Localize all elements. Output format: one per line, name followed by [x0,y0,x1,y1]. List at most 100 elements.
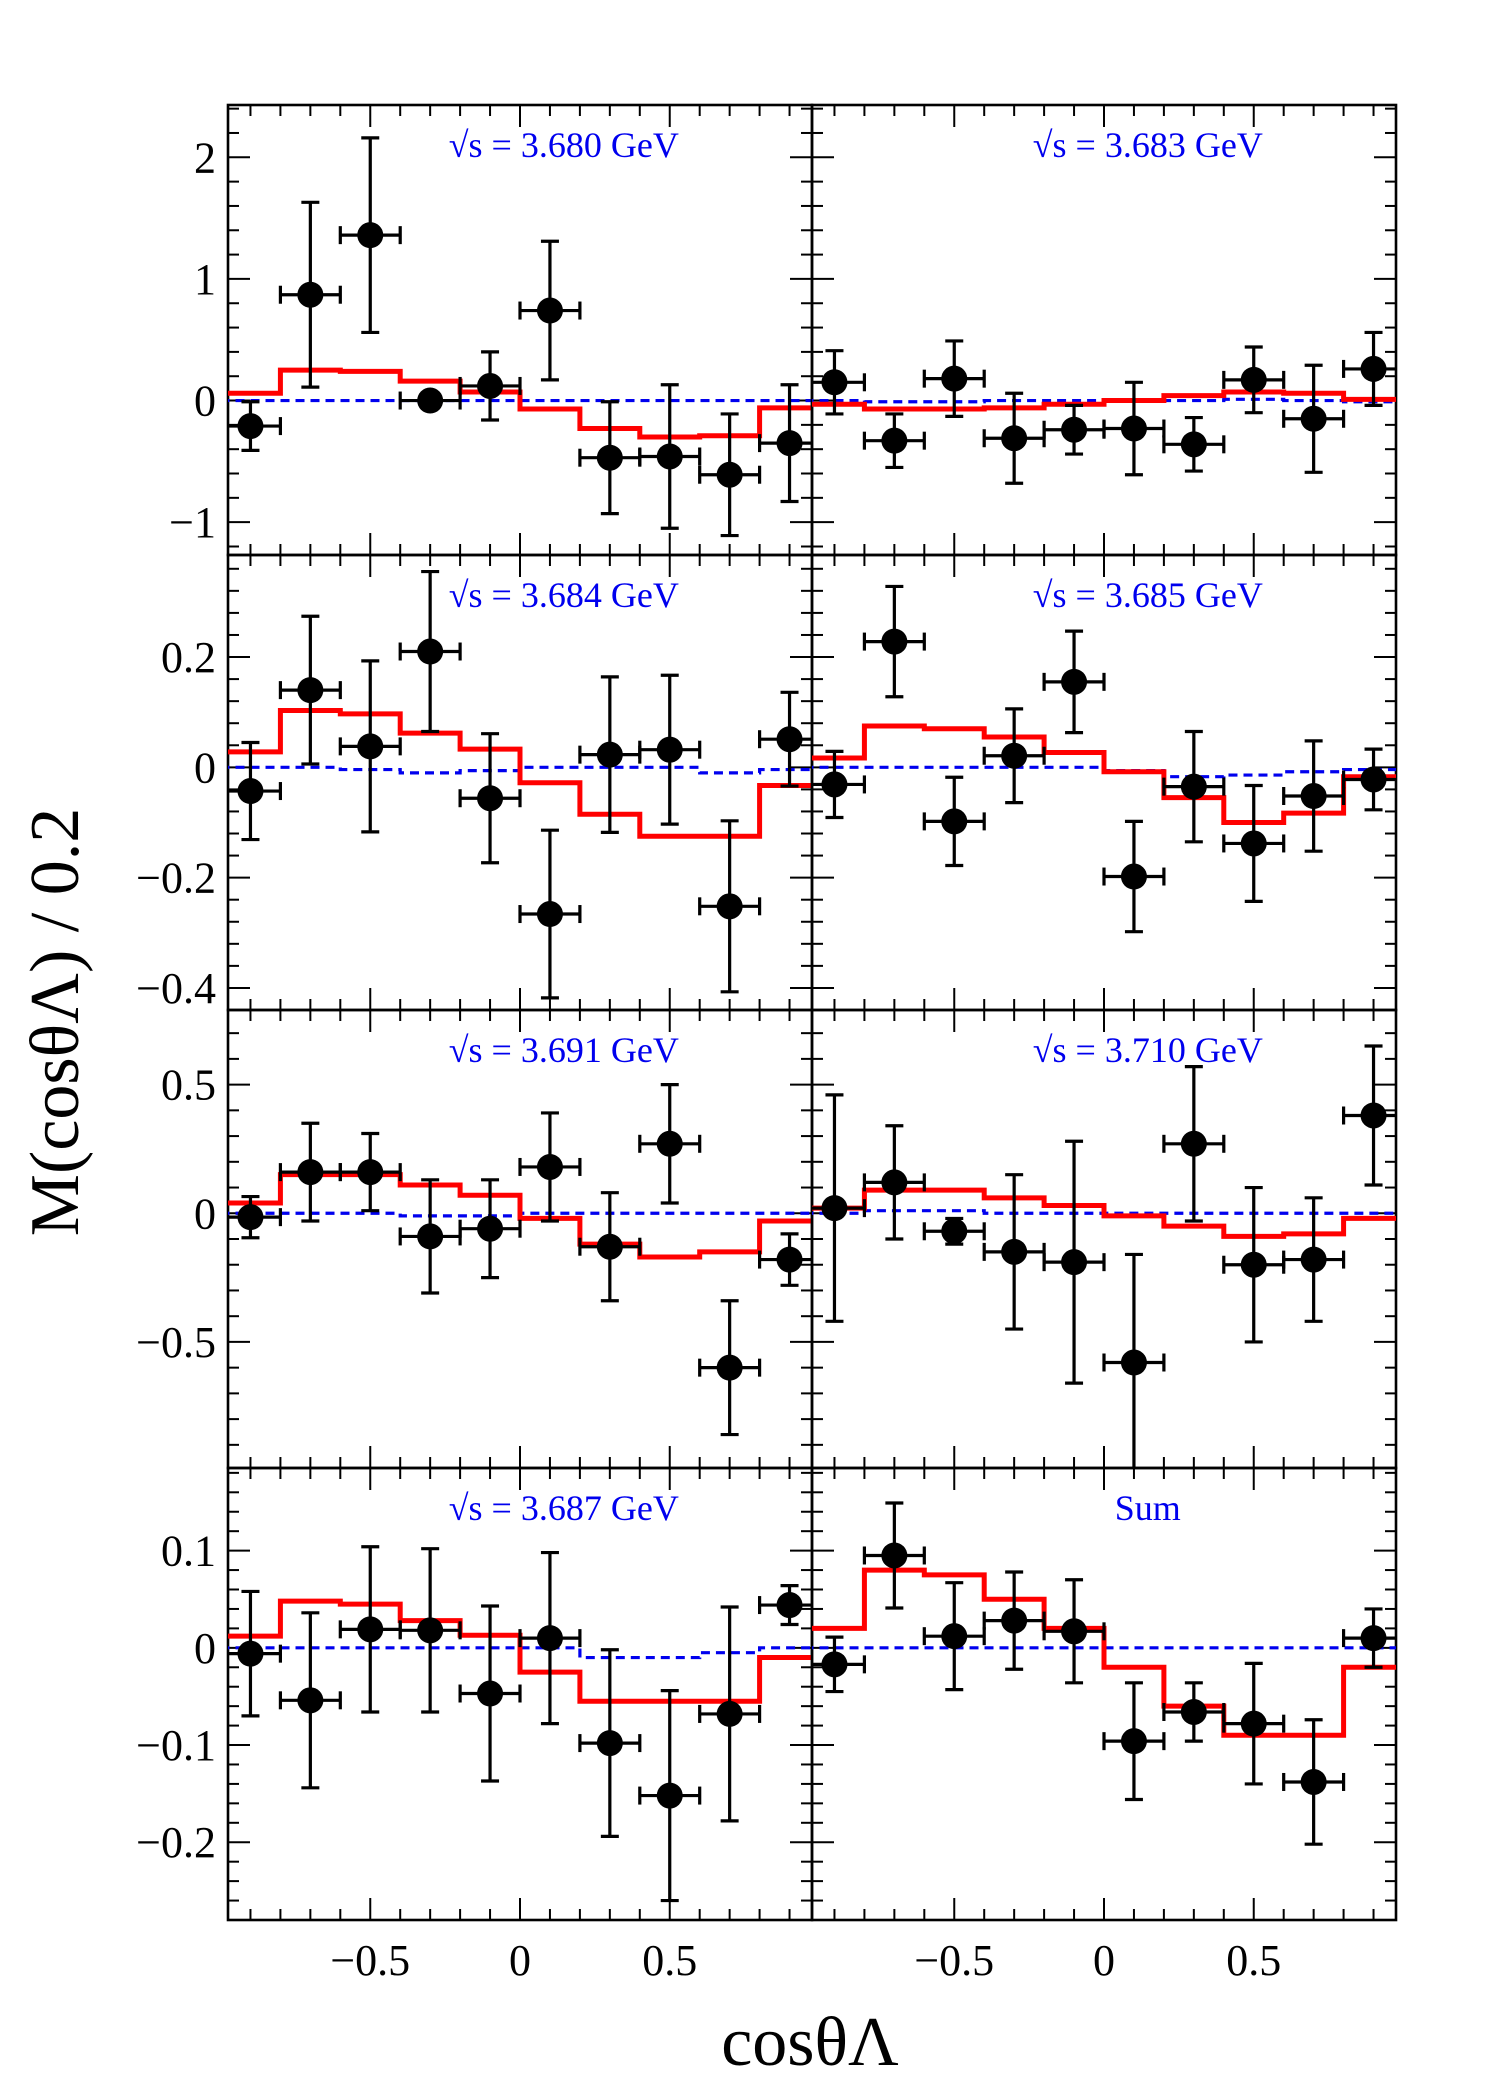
data-point [982,1173,1046,1331]
data-point [1042,1578,1106,1685]
data-marker [881,628,908,655]
data-marker [1180,773,1207,800]
data-marker [1061,668,1088,695]
data-marker [941,1218,968,1245]
data-point [1222,345,1286,415]
data-point [458,350,522,422]
y-axis-title: M(cosθΛ) / 0.2 [17,808,94,1236]
data-marker [1240,366,1267,393]
data-marker [477,1680,504,1707]
data-marker [1061,1618,1088,1645]
x-tick-label: 0.5 [1226,1936,1281,1985]
panel-4: √s = 3.685 GeV [810,553,1398,1012]
y-tick-label: 2 [194,133,216,182]
data-point [862,1501,926,1610]
panel-frame [810,553,1398,1012]
data-point [922,339,986,418]
panel-title: √s = 3.691 GeV [449,1030,679,1070]
panel-content [228,136,812,538]
data-marker [1300,783,1327,810]
x-tick-label: −0.5 [914,1936,994,1985]
panel-6: √s = 3.710 GeV [810,1008,1398,1470]
data-marker [776,1246,803,1273]
data-point [1102,1681,1166,1802]
data-point [1042,1139,1106,1385]
data-marker [1240,1710,1267,1737]
data-point [638,383,702,530]
y-tick-label: 0 [194,1189,216,1238]
data-point [757,383,812,504]
data-point [398,387,462,414]
data-point [1102,819,1166,934]
y-tick-label: −0.5 [136,1318,216,1367]
data-marker [1300,405,1327,432]
data-point [812,1093,867,1323]
data-marker [417,1617,444,1644]
data-marker [1360,766,1387,793]
data-point [1282,739,1346,853]
y-tick-label: −0.1 [136,1721,216,1770]
data-point [757,690,812,788]
data-point [578,400,642,516]
data-marker [656,1130,683,1157]
data-point [1282,1196,1346,1323]
data-marker [821,1195,848,1222]
fit-curve [228,708,812,839]
data-point [638,1083,702,1205]
fit-curve [228,367,812,440]
data-point [278,1121,342,1223]
data-marker [881,1169,908,1196]
data-marker [1180,1130,1207,1157]
panel-title: √s = 3.680 GeV [449,125,679,165]
data-point [1162,415,1226,473]
panel-frame [226,103,814,557]
panel-content [812,330,1396,485]
data-point [518,1111,582,1223]
data-marker [1061,416,1088,443]
data-marker [237,413,264,440]
data-marker [776,1592,803,1619]
data-point [1341,747,1396,812]
data-point [757,1232,812,1287]
data-marker [297,1687,324,1714]
data-marker [357,222,384,249]
data-point [982,707,1046,805]
panel-title: Sum [1115,1488,1181,1528]
y-tick-label: −0.2 [136,854,216,903]
data-point [1222,1661,1286,1786]
x-tick-label: 0.5 [642,1936,697,1985]
panel-1: −1 0 1 2 √s = 3.680 GeV [169,103,814,557]
data-point [1042,403,1106,456]
data-marker [716,1700,743,1727]
data-point [638,1688,702,1903]
panel-5: −0.5 0 0.5 √s = 3.691 GeV [136,1008,814,1470]
panel-content [812,584,1396,934]
data-point [922,1216,986,1246]
data-marker [477,1215,504,1242]
data-point [862,1124,926,1241]
y-tick-label: 0 [194,377,216,426]
panel-content [228,569,812,1000]
data-point [278,614,342,766]
y-tick-label: 0 [194,743,216,792]
data-point [228,1589,283,1718]
x-tick-label: 0 [1093,1936,1115,1985]
data-point [458,1178,522,1280]
data-point [228,1194,283,1240]
fit-curve [812,723,1396,825]
data-point [398,1178,462,1295]
data-marker [1061,1249,1088,1276]
data-marker [417,638,444,665]
data-point [698,1605,762,1823]
data-point [698,1299,762,1437]
data-marker [941,808,968,835]
data-point [458,1604,522,1783]
data-point [638,673,702,826]
data-point [1341,1044,1396,1187]
data-point [812,1635,867,1694]
data-point [228,400,283,453]
data-point [1222,1185,1286,1344]
data-marker [656,1782,683,1809]
data-point [578,675,642,835]
